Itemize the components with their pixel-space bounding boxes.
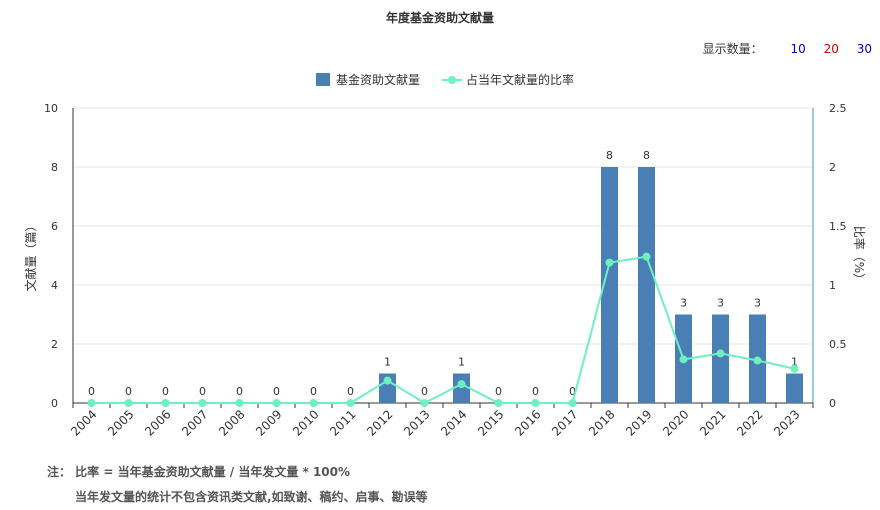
note-ratio-definition: 注： 比率 = 当年基金资助文献量 / 当年发文量 * 100% (47, 465, 351, 479)
x-tick-label: 2023 (771, 407, 802, 438)
ratio-point (642, 252, 651, 261)
bar (453, 373, 470, 403)
bar-data-label: 3 (754, 297, 761, 310)
ratio-point (383, 376, 392, 385)
y-tick-label-left: 0 (51, 397, 58, 410)
bar-data-label: 1 (458, 356, 465, 369)
ratio-point (420, 399, 429, 407)
display-count-option-20[interactable]: 20 (823, 42, 839, 56)
bar-data-label: 0 (236, 385, 243, 398)
display-count-label: 显示数量： (702, 42, 763, 56)
bar-data-label: 0 (88, 385, 95, 398)
x-tick-label: 2016 (512, 407, 543, 438)
x-tick-label: 2007 (179, 407, 210, 438)
ratio-point (790, 364, 799, 373)
x-tick-label: 2008 (216, 407, 247, 438)
legend-bar-swatch (316, 73, 330, 86)
y-tick-label-right: 0.5 (829, 338, 847, 351)
ratio-point (272, 399, 281, 407)
ratio-point (716, 349, 725, 358)
bar-data-label: 0 (199, 385, 206, 398)
x-tick-label: 2018 (586, 407, 617, 438)
ratio-point (753, 356, 762, 365)
display-count-selector: 显示数量： 10 20 30 (703, 40, 872, 57)
y-tick-label-right: 1 (829, 279, 836, 292)
y-tick-label-left: 10 (44, 102, 58, 115)
ratio-point (124, 399, 133, 407)
bar-data-label: 8 (606, 149, 613, 162)
ratio-point (161, 399, 170, 407)
ratio-point (198, 399, 207, 407)
legend-line-label: 占当年文献量的比率 (466, 72, 574, 87)
ratio-point (87, 399, 96, 407)
ratio-point (679, 355, 688, 364)
bar-data-label: 0 (125, 385, 132, 398)
x-tick-label: 2013 (401, 407, 432, 438)
display-count-option-30[interactable]: 30 (856, 42, 872, 56)
x-tick-label: 2009 (253, 407, 284, 438)
y-tick-label-left: 6 (51, 220, 58, 233)
bar-data-label: 0 (273, 385, 280, 398)
x-tick-label: 2010 (290, 407, 321, 438)
display-count-option-10[interactable]: 10 (790, 42, 806, 56)
x-tick-label: 2020 (660, 407, 691, 438)
legend-bar-label: 基金资助文献量 (336, 72, 420, 87)
ratio-line (91, 255, 795, 405)
bar-data-label: 0 (495, 385, 502, 398)
note-statistics-scope: 当年发文量的统计不包含资讯类文献,如致谢、稿约、启事、勘误等 (75, 490, 428, 504)
ratio-point (457, 380, 466, 389)
y-tick-label-left: 8 (51, 161, 58, 174)
y-tick-label-left: 2 (51, 338, 58, 351)
bar-data-label: 0 (347, 385, 354, 398)
x-tick-label: 2014 (438, 407, 469, 438)
ratio-point (605, 258, 614, 267)
x-tick-label: 2012 (364, 407, 395, 438)
ratio-point (309, 399, 318, 407)
bar-data-label: 3 (717, 297, 724, 310)
ratio-point (568, 399, 577, 407)
ratio-point (346, 399, 355, 407)
y-tick-label-left: 4 (51, 279, 58, 292)
ratio-point (235, 399, 244, 407)
ratio-point (531, 399, 540, 407)
bar (712, 314, 729, 403)
bar-data-label: 0 (310, 385, 317, 398)
x-tick-label: 2015 (475, 407, 506, 438)
y-tick-label-right: 2 (829, 161, 836, 174)
bar-data-label: 8 (643, 149, 650, 162)
bar-data-label: 1 (791, 356, 798, 369)
bar-data-label: 3 (680, 297, 687, 310)
x-tick-label: 2005 (105, 407, 136, 438)
y-axis-title-left: 文献量（篇） (23, 219, 38, 291)
bar-data-label: 1 (384, 356, 391, 369)
bar (601, 167, 618, 403)
ratio-point (494, 399, 503, 407)
y-axis-title-right: 比率（%） (852, 226, 867, 285)
bar (638, 167, 655, 403)
y-tick-label-right: 2.5 (829, 102, 847, 115)
bar-data-label: 0 (532, 385, 539, 398)
chart-title: 年度基金资助文献量 (385, 11, 494, 25)
x-tick-label: 2006 (142, 407, 173, 438)
x-tick-label: 2017 (549, 407, 580, 438)
bar (379, 373, 396, 403)
x-tick-label: 2021 (697, 407, 728, 438)
y-tick-label-right: 0 (829, 397, 836, 410)
legend-line-marker (448, 76, 456, 84)
x-tick-label: 2022 (734, 407, 765, 438)
x-tick-label: 2004 (68, 407, 99, 438)
bar (786, 373, 803, 403)
x-tick-label: 2019 (623, 407, 654, 438)
bar-data-label: 0 (421, 385, 428, 398)
x-tick-label: 2011 (327, 407, 358, 438)
bar-data-label: 0 (569, 385, 576, 398)
y-tick-label-right: 1.5 (829, 220, 847, 233)
bar-data-label: 0 (162, 385, 169, 398)
